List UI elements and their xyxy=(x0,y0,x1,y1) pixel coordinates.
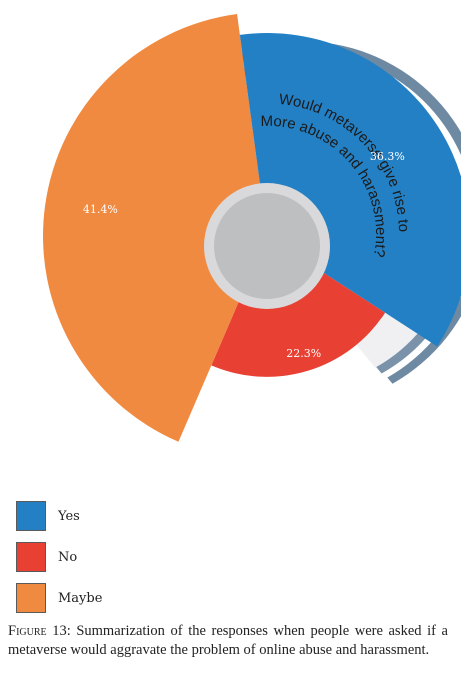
legend-label-maybe: Maybe xyxy=(58,590,103,606)
legend-item-maybe: Maybe xyxy=(16,579,102,617)
pie-slice-yes xyxy=(239,33,461,347)
legend-label-yes: Yes xyxy=(58,508,80,524)
figure-label: Figure 13: xyxy=(8,623,71,639)
legend-item-yes: Yes xyxy=(16,497,102,535)
legend: Yes No Maybe xyxy=(16,497,102,620)
figure-caption: Figure 13: Summarization of the response… xyxy=(8,622,448,660)
center-disc xyxy=(214,193,320,299)
caption-text: Summarization of the responses when peop… xyxy=(8,623,448,658)
legend-swatch-maybe xyxy=(16,583,46,613)
slice-label-maybe: 41.4% xyxy=(83,203,118,216)
legend-label-no: No xyxy=(58,549,78,565)
pie-slice-maybe xyxy=(42,14,268,442)
slice-label-no: 22.3% xyxy=(286,347,321,360)
legend-item-no: No xyxy=(16,538,102,576)
legend-swatch-yes xyxy=(16,501,46,531)
slice-label-yes: 36.3% xyxy=(370,150,405,163)
legend-swatch-no xyxy=(16,542,46,572)
pie-chart: Would metaverse give rise to More abuse … xyxy=(42,14,461,442)
